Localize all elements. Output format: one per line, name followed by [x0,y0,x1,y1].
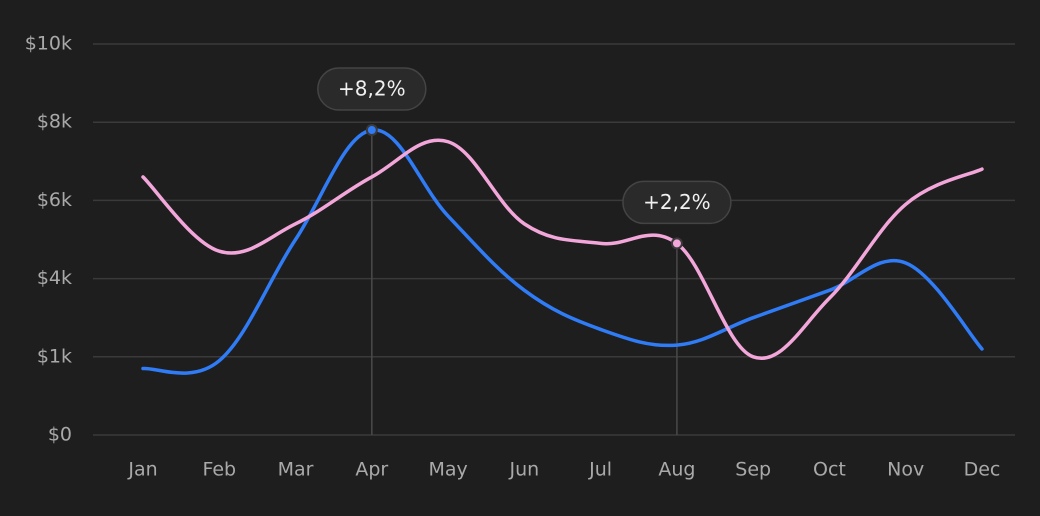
x-tick-label: Apr [355,459,388,481]
annotation-text: +2,2% [643,190,711,214]
y-tick-label: $1k [37,345,72,367]
x-tick-label: May [428,459,467,481]
x-tick-label: Aug [658,459,695,481]
y-tick-label: $4k [37,267,72,289]
x-tick-label: Nov [887,459,924,481]
x-tick-label: Jun [509,459,540,481]
highlight-point [365,124,378,137]
x-tick-label: Dec [964,459,1001,481]
y-tick-label: $0 [48,424,72,446]
x-tick-label: Sep [735,459,771,481]
x-tick-label: Oct [813,459,846,481]
series-line [141,128,984,375]
x-tick-label: Mar [278,459,314,481]
x-tick-label: Feb [202,459,236,481]
highlight-point [670,237,683,250]
y-tick-label: $6k [37,189,72,211]
annotation-badge [317,67,427,111]
x-tick-label: Jan [127,459,157,481]
x-tick-label: Jul [588,459,612,481]
y-tick-label: $10k [25,33,72,55]
annotation-badge [622,180,732,225]
annotation-text: +8,2% [338,77,406,101]
y-tick-label: $8k [37,111,72,133]
series-line [141,138,984,361]
